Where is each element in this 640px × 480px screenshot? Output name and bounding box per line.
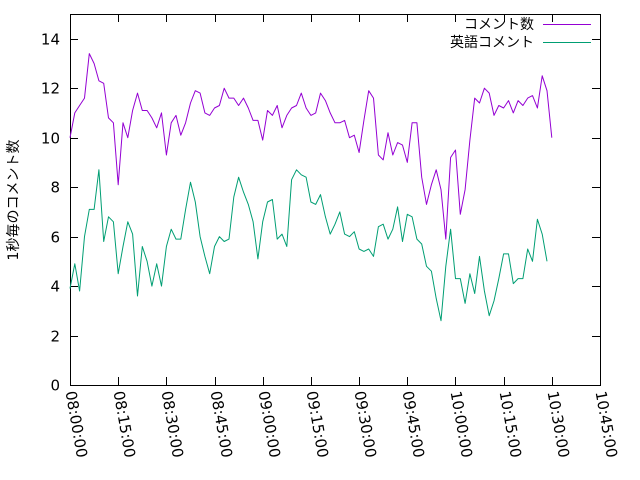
legend-label-2: 英語コメント [450, 34, 534, 51]
y-tick-label: 0 [50, 377, 60, 395]
y-axis-title: 1秒毎のコメント数 [6, 140, 22, 261]
legend-label-1: コメント数 [464, 17, 534, 33]
y-tick-label: 10 [41, 130, 60, 148]
series-line-2 [69, 169, 548, 322]
x-tick-label: 10:30:00 [544, 390, 573, 459]
y-axis: 0 2 4 6 8 10 12 14 [41, 31, 600, 395]
x-tick-label: 09:15:00 [303, 390, 332, 459]
x-tick-label: 09:45:00 [399, 390, 428, 459]
x-axis: 08:00:00 08:15:00 08:30:00 08:45:00 09:00:00… [62, 14, 621, 459]
x-tick-label: 08:45:00 [207, 390, 236, 459]
series-lines [69, 53, 553, 322]
x-tick-label: 10:45:00 [592, 390, 621, 459]
plot-frame [70, 14, 601, 386]
y-tick-label: 12 [41, 80, 60, 98]
y-tick-label: 6 [50, 229, 60, 247]
x-tick-label: 08:00:00 [62, 390, 91, 459]
x-tick-label: 09:00:00 [255, 390, 284, 459]
y-tick-label: 14 [41, 31, 60, 49]
x-tick-label: 08:30:00 [158, 390, 187, 459]
x-tick-label: 10:15:00 [496, 390, 525, 459]
y-tick-label: 8 [50, 179, 60, 197]
x-tick-label: 10:00:00 [447, 390, 476, 459]
y-tick-label: 2 [50, 328, 60, 346]
x-tick-label: 08:15:00 [110, 390, 139, 459]
series-line-1 [69, 53, 553, 240]
y-tick-label: 4 [50, 278, 60, 296]
x-tick-label: 09:30:00 [351, 390, 380, 459]
